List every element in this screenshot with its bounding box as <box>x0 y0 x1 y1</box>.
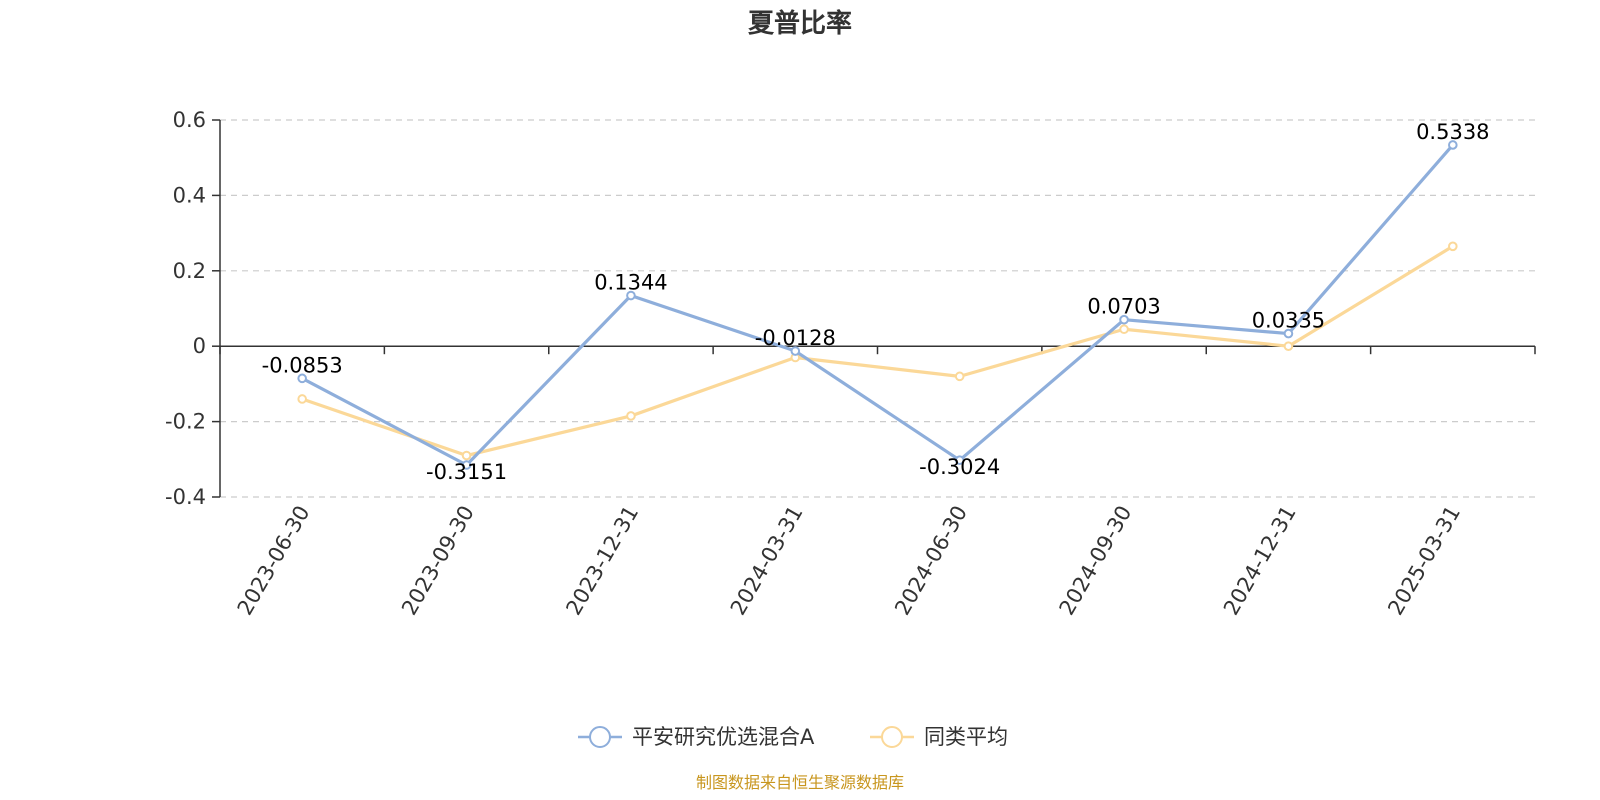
series-lines <box>297 140 1458 470</box>
series-point <box>790 346 801 356</box>
data-label: 0.5338 <box>1416 120 1489 144</box>
x-tick-label: 2023-12-31 <box>561 502 643 620</box>
data-label: -0.0128 <box>755 326 836 350</box>
series-point <box>626 411 636 421</box>
data-label: -0.0853 <box>262 353 343 377</box>
data-label: -0.3024 <box>919 455 1000 479</box>
source-note: 制图数据来自恒生聚源数据库 <box>696 773 904 792</box>
data-label: 0.0335 <box>1252 309 1325 333</box>
legend-swatch-marker <box>881 726 903 748</box>
series-point <box>297 373 307 384</box>
series-point <box>297 394 307 404</box>
data-label: 0.0703 <box>1087 295 1160 319</box>
series-point <box>1283 328 1294 339</box>
y-tick-label: -0.4 <box>165 485 206 509</box>
y-tick-label: 0 <box>193 334 206 358</box>
chart-title: 夏普比率 <box>748 8 852 39</box>
series-point <box>1448 140 1458 150</box>
x-tick-label: 2024-09-30 <box>1055 502 1137 620</box>
y-tick-label: 0.2 <box>173 259 206 283</box>
series-point <box>954 455 965 466</box>
legend: 平安研究优选混合A 同类平均 <box>578 725 1008 749</box>
y-tick-label: 0.4 <box>173 183 206 207</box>
series-point <box>626 290 636 301</box>
series-line <box>301 143 1455 467</box>
legend-swatch-marker <box>589 726 611 748</box>
series-point <box>1119 314 1129 325</box>
legend-label: 同类平均 <box>924 725 1008 749</box>
data-labels: -0.0853 -0.3151 0.1344 -0.0128 -0.3024 0.0703… <box>262 120 1490 484</box>
x-tick-label: 2023-09-30 <box>397 502 479 620</box>
y-tick-label: 0.6 <box>173 108 206 132</box>
series-point <box>954 371 965 382</box>
data-label: 0.1344 <box>594 271 667 295</box>
y-tick-label: -0.2 <box>165 410 206 434</box>
x-tick-label: 2024-06-30 <box>890 502 972 620</box>
series-line <box>301 244 1454 458</box>
x-tick-label: 2024-12-31 <box>1219 502 1301 620</box>
x-tick-label: 2023-06-30 <box>233 502 315 620</box>
series-point <box>461 450 472 461</box>
series-point <box>1448 241 1458 252</box>
series-point <box>461 460 472 470</box>
series-point <box>1283 341 1294 352</box>
x-tick-label: 2025-03-31 <box>1383 502 1465 620</box>
x-tick-label: 2024-03-31 <box>726 502 808 620</box>
data-label: -0.3151 <box>426 460 507 484</box>
legend-label: 平安研究优选混合A <box>632 725 815 749</box>
series-point <box>1119 324 1129 335</box>
